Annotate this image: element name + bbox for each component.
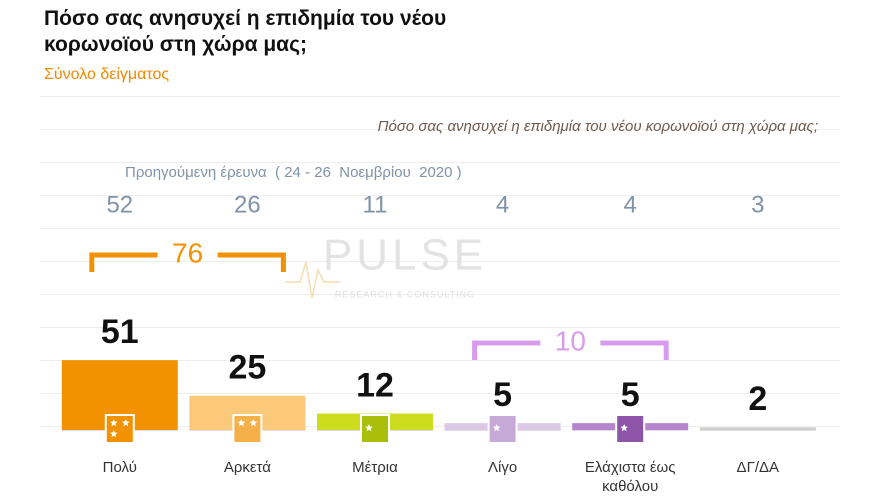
- icon-star: [365, 424, 373, 432]
- icon: [232, 414, 263, 444]
- watermark-subtitle: RESEARCH & CONSULTING: [335, 289, 475, 299]
- value-label: 5: [493, 376, 512, 414]
- x-tick-label: Αρκετά: [223, 459, 271, 476]
- icon-star: [237, 419, 246, 427]
- group-bracket: [600, 340, 669, 360]
- watermark-icon: [285, 261, 340, 299]
- icon-star: [249, 419, 258, 427]
- icon-star: [620, 424, 628, 432]
- icon: [104, 414, 135, 444]
- chart-title: Πόσο σας ανησυχεί η επιδημία του νέου κο…: [44, 7, 447, 56]
- chart-subtitle: Σύνολο δείγματος: [44, 66, 170, 83]
- bar: [699, 427, 816, 430]
- previous-value: 26: [234, 191, 261, 218]
- previous-value: 52: [106, 191, 133, 218]
- icon: [360, 414, 390, 444]
- previous-label: Προηγούμενη έρευνα ( 24 - 26 Νοεμβρίου 2…: [125, 164, 462, 181]
- group-total: 76: [172, 237, 203, 268]
- previous-value: 4: [624, 191, 637, 218]
- icon-star: [110, 430, 118, 438]
- x-tick-label: Πολύ: [102, 459, 137, 476]
- x-tick-label: Μέτρια: [352, 459, 398, 476]
- value-label: 5: [621, 376, 640, 414]
- icon: [487, 414, 518, 444]
- question: Πόσο σας ανησυχεί η επιδημία του νέου κο…: [378, 118, 818, 135]
- x-tick-label: ΔΓ/ΔΑ: [736, 459, 780, 476]
- group-bracket: [89, 252, 158, 272]
- group-bracket: [472, 340, 541, 360]
- x-tick-label: Λίγο: [487, 459, 518, 476]
- x-tick-label: Ελάχιστα έως καθόλου: [584, 459, 676, 495]
- previous-value: 11: [363, 191, 388, 218]
- group-total: 10: [555, 325, 586, 356]
- group-bracket: [217, 252, 286, 272]
- icon: [615, 414, 646, 444]
- previous-value: 3: [751, 191, 764, 218]
- icon-star: [492, 424, 501, 432]
- value-label: 51: [101, 313, 139, 351]
- icon-star: [110, 419, 118, 427]
- previous-value: 4: [496, 191, 509, 218]
- watermark-title: PULSE: [323, 231, 487, 280]
- value-label: 12: [356, 367, 394, 405]
- value-label: 2: [748, 380, 767, 418]
- value-label: 25: [228, 349, 266, 387]
- icon-star: [122, 419, 130, 427]
